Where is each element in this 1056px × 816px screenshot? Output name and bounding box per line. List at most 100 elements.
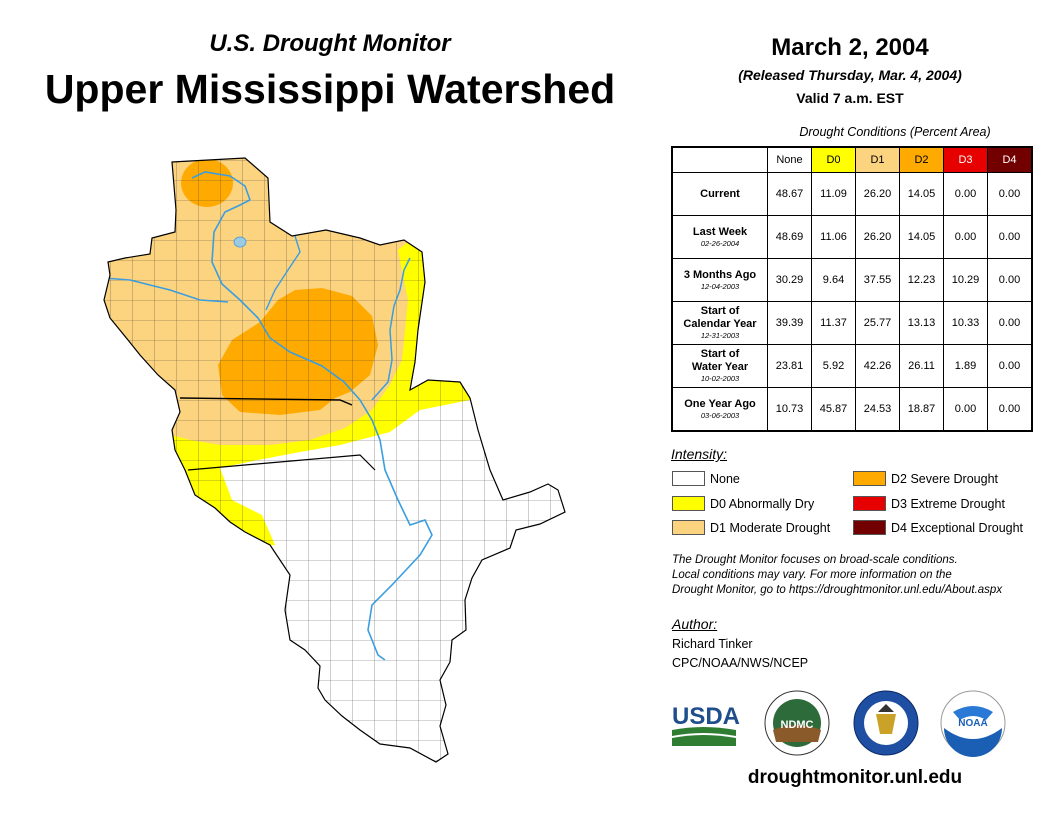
- table-cell: 11.37: [811, 301, 856, 345]
- legend-swatch: [672, 496, 705, 511]
- table-cell: 18.87: [899, 387, 944, 432]
- table-header-row: None D0 D1 D2 D3 D4: [672, 146, 1033, 173]
- legend-label: D0 Abnormally Dry: [710, 497, 815, 511]
- table-cell: 0.00: [987, 258, 1033, 302]
- state-line-ia-mo: [187, 454, 376, 471]
- doc-seal-icon: [853, 690, 919, 756]
- usda-logo: USDA: [672, 703, 740, 746]
- logos-row: USDA NDMC NOAA: [672, 690, 1006, 757]
- page-title: Upper Mississippi Watershed: [44, 66, 616, 112]
- table-caption: Drought Conditions (Percent Area): [799, 125, 991, 139]
- legend-swatch: [672, 471, 705, 486]
- row-label: Last Week 02-26-2004: [671, 215, 768, 259]
- legend-label: D2 Severe Drought: [891, 472, 999, 486]
- disclaimer-note: The Drought Monitor focuses on broad-sca…: [672, 553, 1052, 598]
- lake-icon: [233, 236, 247, 248]
- table-cell: 24.53: [855, 387, 900, 432]
- legend-title: Intensity:: [671, 446, 728, 462]
- legend-label: D1 Moderate Drought: [710, 521, 831, 535]
- valid-time: Valid 7 a.m. EST: [796, 90, 904, 106]
- table-cell: 14.05: [899, 172, 944, 216]
- row-label: Start of Water Year 10-02-2003: [671, 344, 768, 388]
- table-cell: 11.09: [811, 172, 856, 216]
- row-date: 02-26-2004: [700, 238, 740, 248]
- table-cell: 0.00: [987, 301, 1033, 345]
- svg-text:USDA: USDA: [672, 703, 740, 730]
- map-date: March 2, 2004: [771, 34, 929, 61]
- table-row: Last Week 02-26-2004 48.69 11.06 26.20 14…: [671, 215, 1033, 259]
- table-cell: 42.26: [855, 344, 900, 388]
- note-line: The Drought Monitor focuses on broad-sca…: [672, 554, 958, 566]
- legend-swatch: [853, 520, 886, 535]
- table-cell: 0.00: [943, 172, 988, 216]
- row-date: 03-06-2003: [700, 410, 740, 420]
- table-cell: 26.20: [855, 172, 900, 216]
- county-grid: [104, 158, 565, 762]
- minnesota-river: [104, 277, 229, 303]
- note-line: Drought Monitor, go to https://droughtmo…: [672, 584, 1003, 596]
- table-cell: 26.11: [899, 344, 944, 388]
- col-header-d3: D3: [943, 146, 988, 173]
- table-cell: 10.33: [943, 301, 988, 345]
- ndmc-logo: NDMC: [764, 690, 830, 756]
- row-label: Current: [671, 172, 768, 216]
- website-url: droughtmonitor.unl.edu: [747, 767, 963, 788]
- table-cell: 10.73: [767, 387, 812, 432]
- author-name: Richard Tinker: [672, 637, 753, 651]
- table-cell: 5.92: [811, 344, 856, 388]
- table-cell: 0.00: [987, 387, 1033, 432]
- table-cell: 1.89: [943, 344, 988, 388]
- legend-label: D4 Exceptional Drought: [891, 521, 1024, 535]
- author-heading: Author:: [672, 616, 718, 632]
- legend-swatch: [853, 471, 886, 486]
- drought-map: [103, 157, 566, 763]
- svg-text:NDMC: NDMC: [781, 719, 814, 731]
- mississippi-river: [191, 171, 433, 661]
- table-row: Current 48.67 11.09 26.20 14.05 0.00 0.0…: [671, 172, 1033, 216]
- row-date: 12-04-2003: [700, 281, 740, 291]
- table-cell: 0.00: [987, 172, 1033, 216]
- col-header-none: None: [767, 146, 812, 173]
- table-cell: 25.77: [855, 301, 900, 345]
- row-label: Start of Calendar Year 12-31-2003: [671, 301, 768, 345]
- watershed-outline: [103, 157, 566, 763]
- table-row: 3 Months Ago 12-04-2003 30.29 9.64 37.55 …: [671, 258, 1033, 302]
- wisconsin-river: [371, 257, 411, 401]
- col-header-d0: D0: [811, 146, 856, 173]
- table-cell: 30.29: [767, 258, 812, 302]
- col-header-d1: D1: [855, 146, 900, 173]
- row-date: 10-02-2003: [700, 374, 740, 383]
- table-cell: 11.06: [811, 215, 856, 259]
- col-header-d2: D2: [899, 146, 944, 173]
- legend-label: None: [710, 472, 740, 486]
- table-cell: 10.29: [943, 258, 988, 302]
- legend-swatch: [853, 496, 886, 511]
- table-cell: 48.67: [767, 172, 812, 216]
- table-row: Start of Calendar Year 12-31-2003 39.39 11…: [671, 301, 1033, 345]
- table-cell: 48.69: [767, 215, 812, 259]
- note-line: Local conditions may vary. For more info…: [672, 569, 952, 581]
- release-date: (Released Thursday, Mar. 4, 2004): [738, 67, 962, 83]
- row-label: 3 Months Ago 12-04-2003: [671, 258, 768, 302]
- table-cell: 39.39: [767, 301, 812, 345]
- table-cell: 0.00: [943, 215, 988, 259]
- table-cell: 45.87: [811, 387, 856, 432]
- legend-label: D3 Extreme Drought: [891, 497, 1005, 511]
- table-cell: 0.00: [987, 215, 1033, 259]
- row-label: One Year Ago 03-06-2003: [671, 387, 768, 432]
- table-cell: 14.05: [899, 215, 944, 259]
- noaa-logo: NOAA: [940, 690, 1006, 757]
- table-row: One Year Ago 03-06-2003 10.73 45.87 24.53…: [671, 387, 1033, 432]
- table-cell: 26.20: [855, 215, 900, 259]
- table-cell: 37.55: [855, 258, 900, 302]
- state-line-mn-ia: [179, 397, 353, 406]
- map-subtitle: U.S. Drought Monitor: [209, 30, 451, 57]
- st-croix-river: [265, 235, 301, 311]
- table-cell: 12.23: [899, 258, 944, 302]
- table-row: Start of Water Year 10-02-2003 23.81 5.92 …: [671, 344, 1033, 388]
- table-cell: 23.81: [767, 344, 812, 388]
- svg-text:NOAA: NOAA: [958, 718, 987, 729]
- row-date: 12-31-2003: [700, 331, 740, 340]
- author-org: CPC/NOAA/NWS/NCEP: [672, 656, 809, 670]
- drought-conditions-table: None D0 D1 D2 D3 D4 Current 48.67 11.09 …: [671, 146, 1033, 432]
